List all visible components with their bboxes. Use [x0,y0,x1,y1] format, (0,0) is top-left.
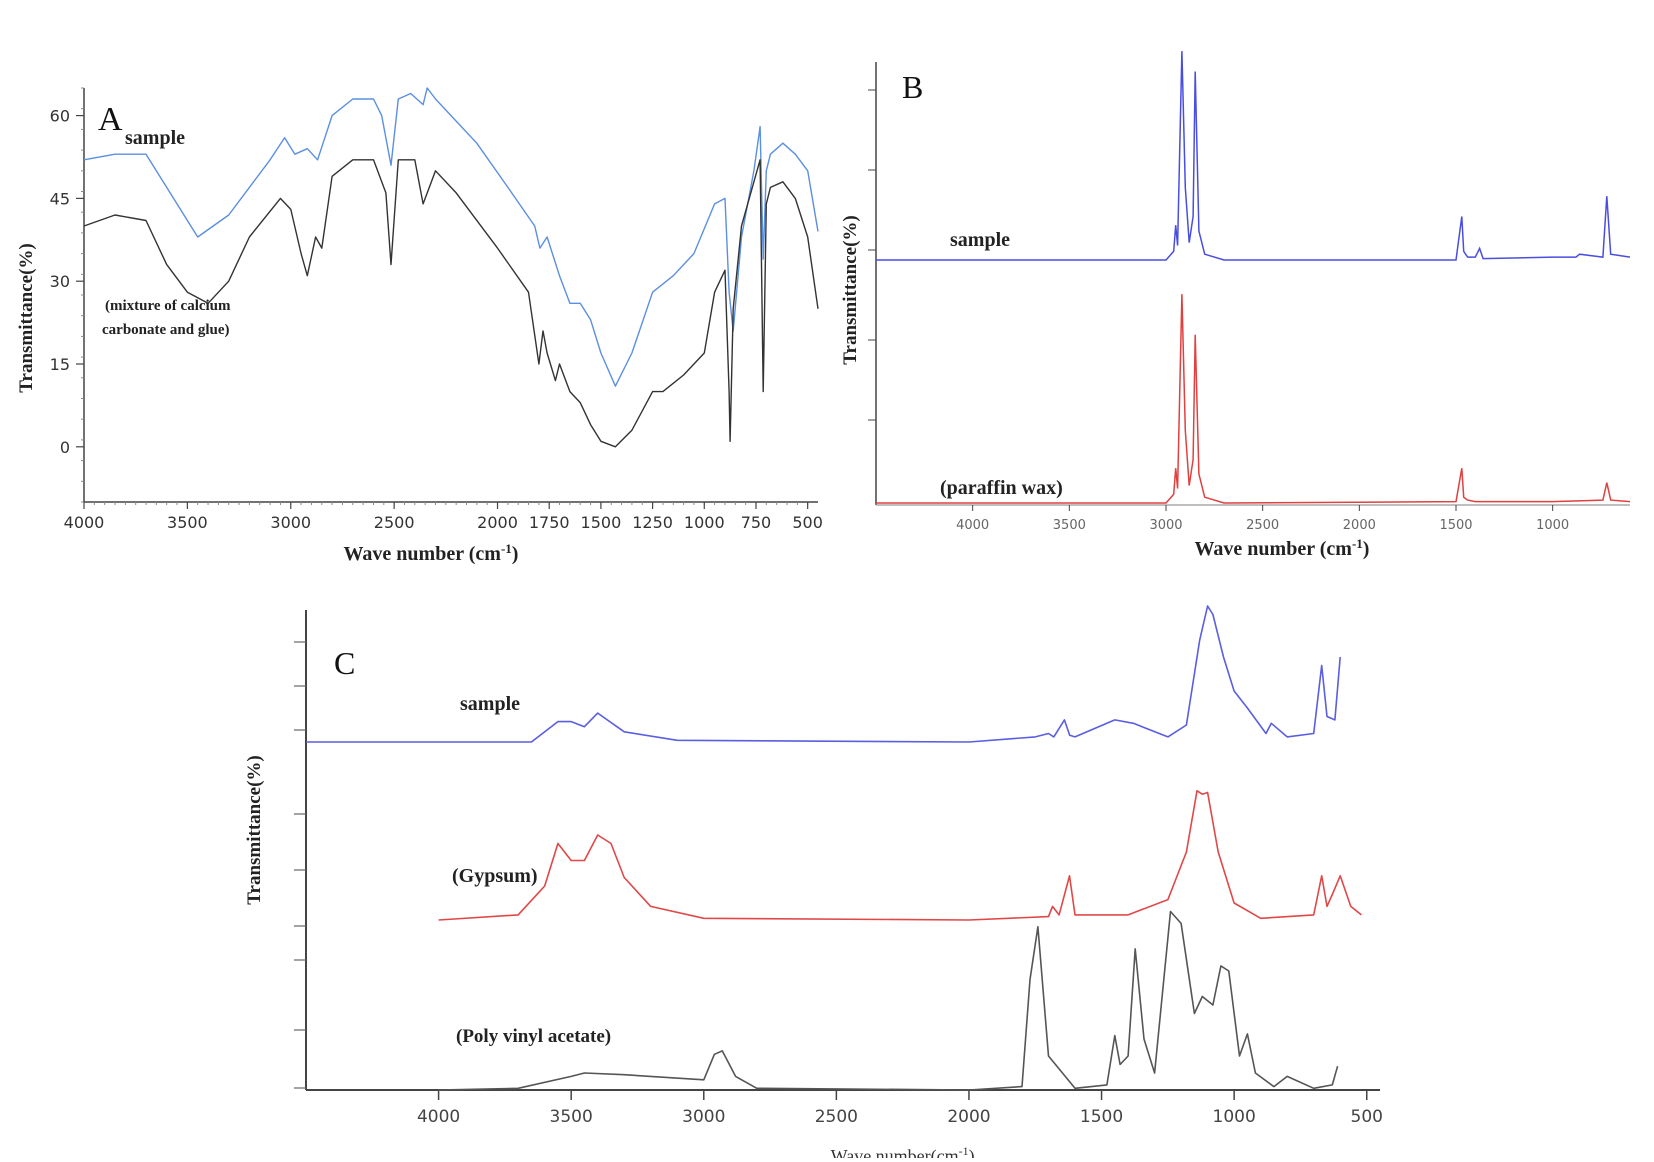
y-tick-label: 30 [50,272,70,291]
x-tick-label: 1500 [1439,518,1472,533]
x-tick-label: 3500 [550,1107,593,1127]
x-tick-label: 2000 [477,513,518,532]
x-tick-label: 1000 [684,513,725,532]
x-tick-label: 2500 [374,513,415,532]
series-paraffin-wax [876,294,1631,504]
series-sample [306,605,1341,743]
y-axis-title: Transmittance(%) [244,755,265,905]
x-tick-label: 4000 [64,513,105,532]
label-mixture-1: (mixture of calcium [105,298,231,314]
panel-a: 0 15 30 45 60 4000 3500 3000 2500 2000 1750 1500 125… [0,70,840,570]
x-tick-label: 4000 [417,1107,460,1127]
panel-letter-c: C [334,645,355,681]
x-tick-label: 1750 [529,513,570,532]
y-axis-title: Transmittance(%) [16,243,37,393]
x-tick-label: 3500 [1053,518,1086,533]
x-tick-label: 750 [741,513,772,532]
series-sample [876,51,1631,261]
x-tick-label: 4000 [956,518,989,533]
y-tick-label: 0 [60,438,70,457]
series-poly-vinyl-acetate [438,910,1339,1091]
x-tick-label: 3000 [682,1107,725,1127]
x-tick-label: 2000 [1343,518,1376,533]
x-axis-title: Wave number (cm-1) [344,541,519,566]
x-tick-label: 2500 [1246,518,1279,533]
x-tick-label: 1500 [581,513,622,532]
panel-letter-b: B [902,69,923,105]
label-mixture-2: carbonate and glue) [102,322,230,338]
x-tick-label: 3500 [167,513,208,532]
x-tick-label: 500 [792,513,823,532]
x-tick-label: 3000 [1149,518,1182,533]
y-tick-label: 45 [50,189,70,208]
series-gypsum [438,790,1362,921]
x-axis-title: Wave number(cm-1) [831,1144,975,1158]
y-tick-label: 15 [50,355,70,374]
label-paraffin-wax: (paraffin wax) [940,477,1063,499]
label-sample: sample [460,693,520,715]
panel-letter-a: A [98,101,123,138]
panel-a-chart: 0 15 30 45 60 4000 3500 3000 2500 2000 1750 1500 125… [16,87,823,566]
x-tick-label: 1500 [1080,1107,1123,1127]
x-tick-label: 2000 [947,1107,990,1127]
label-sample: sample [125,127,185,149]
x-tick-label: 500 [1351,1107,1383,1127]
label-sample: sample [950,229,1010,251]
x-tick-label: 1250 [632,513,673,532]
y-tick-label: 60 [50,107,70,126]
x-tick-label: 1000 [1213,1107,1256,1127]
series-sample [83,87,819,387]
x-tick-label: 2500 [815,1107,858,1127]
label-poly-vinyl-acetate: (Poly vinyl acetate) [456,1026,611,1047]
x-tick-label: 3000 [270,513,311,532]
x-tick-label: 1000 [1536,518,1569,533]
y-axis-title: Transmittance(%) [840,215,861,365]
x-axis-title: Wave number (cm-1) [1195,536,1370,561]
series-mixture [83,159,819,448]
label-gypsum: (Gypsum) [452,865,538,887]
